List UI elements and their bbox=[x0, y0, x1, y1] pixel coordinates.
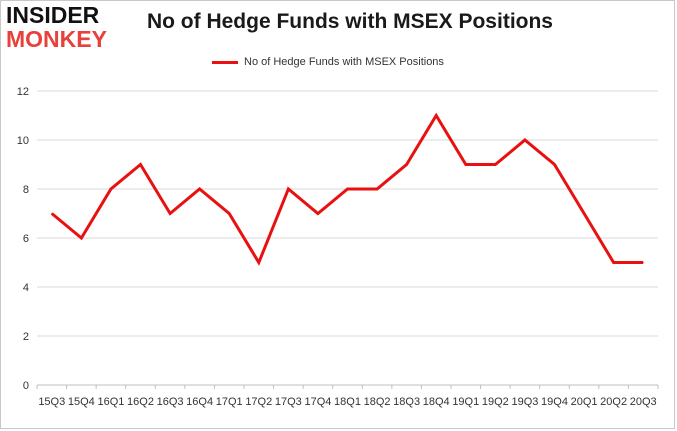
x-tick-label: 16Q1 bbox=[97, 396, 124, 408]
data-point bbox=[317, 213, 319, 214]
data-point bbox=[554, 164, 555, 165]
data-point bbox=[613, 262, 615, 263]
insider-monkey-logo: INSIDER MONKEY bbox=[6, 4, 126, 54]
data-point bbox=[642, 262, 644, 263]
data-point bbox=[80, 237, 82, 239]
data-point bbox=[140, 164, 141, 165]
x-tick-label: 18Q1 bbox=[334, 396, 361, 408]
x-tick-label: 18Q2 bbox=[364, 396, 391, 408]
x-tick-label: 19Q3 bbox=[511, 396, 538, 408]
x-tick-label: 20Q3 bbox=[630, 396, 657, 408]
y-tick-label: 8 bbox=[23, 184, 29, 196]
x-tick-label: 18Q4 bbox=[423, 396, 450, 408]
chart-legend: No of Hedge Funds with MSEX Positions bbox=[212, 54, 444, 70]
x-tick-label: 17Q4 bbox=[304, 396, 331, 408]
data-point bbox=[228, 213, 230, 214]
logo-line-1: INSIDER bbox=[6, 2, 100, 28]
x-tick-label: 17Q3 bbox=[275, 396, 302, 408]
chart-title: No of Hedge Funds with MSEX Positions bbox=[146, 10, 553, 33]
data-point bbox=[258, 262, 260, 263]
data-point bbox=[169, 213, 171, 214]
data-point bbox=[199, 188, 201, 190]
data-point bbox=[583, 213, 585, 214]
legend-swatch bbox=[212, 60, 238, 64]
x-tick-label: 19Q4 bbox=[541, 396, 568, 408]
data-point bbox=[494, 164, 496, 165]
x-tick-label: 18Q3 bbox=[393, 396, 420, 408]
data-point bbox=[110, 188, 112, 190]
x-tick-label: 19Q1 bbox=[452, 396, 479, 408]
x-tick-label: 15Q4 bbox=[68, 396, 95, 408]
x-tick-label: 15Q3 bbox=[38, 396, 65, 408]
data-point bbox=[347, 188, 348, 190]
x-tick-label: 20Q1 bbox=[571, 396, 598, 408]
data-point bbox=[465, 164, 467, 165]
y-tick-label: 12 bbox=[17, 86, 29, 98]
x-tick-label: 16Q3 bbox=[157, 396, 184, 408]
y-tick-label: 10 bbox=[17, 135, 29, 147]
x-tick-label: 19Q2 bbox=[482, 396, 509, 408]
data-point bbox=[287, 188, 289, 190]
y-tick-label: 4 bbox=[23, 282, 29, 294]
y-tick-label: 0 bbox=[23, 380, 29, 392]
y-tick-label: 2 bbox=[23, 331, 29, 343]
data-point bbox=[51, 213, 53, 214]
x-tick-label: 20Q2 bbox=[600, 396, 627, 408]
data-point bbox=[376, 188, 378, 190]
x-tick-label: 16Q2 bbox=[127, 396, 154, 408]
y-tick-label: 6 bbox=[23, 233, 29, 245]
data-point bbox=[406, 164, 408, 165]
data-point bbox=[435, 115, 437, 116]
x-tick-label: 17Q1 bbox=[216, 396, 243, 408]
legend-label: No of Hedge Funds with MSEX Positions bbox=[244, 56, 444, 68]
logo-line-2: MONKEY bbox=[6, 26, 107, 52]
x-tick-label: 17Q2 bbox=[245, 396, 272, 408]
x-tick-label: 16Q4 bbox=[186, 396, 213, 408]
data-point bbox=[524, 139, 526, 141]
